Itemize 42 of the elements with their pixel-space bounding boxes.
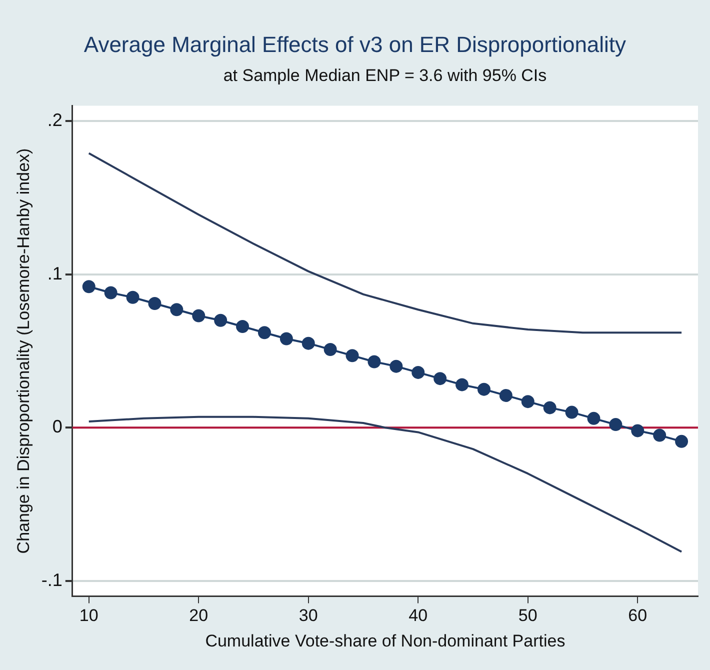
point — [543, 401, 556, 414]
point — [390, 360, 403, 373]
point — [324, 342, 337, 356]
chart-subtitle: at Sample Median ENP = 3.6 with 95% CIs — [222, 66, 548, 86]
point — [82, 280, 96, 294]
point — [521, 395, 534, 408]
point — [609, 418, 622, 432]
point — [477, 382, 490, 396]
point — [499, 388, 512, 402]
x-tick-label: 10 — [79, 606, 98, 626]
point — [214, 314, 228, 327]
point — [675, 434, 688, 448]
point — [280, 332, 293, 346]
point — [346, 349, 359, 362]
point — [456, 378, 469, 392]
x-tick-label: 30 — [298, 606, 318, 626]
chart-title: Average Marginal Effects of v3 on ER Disproportionality — [82, 32, 628, 58]
x-tick-label: 20 — [189, 606, 208, 626]
point — [434, 372, 447, 386]
x-axis-title: Cumulative Vote-share of Non-dominant Parties — [205, 631, 566, 650]
point — [412, 366, 425, 379]
point — [302, 336, 315, 350]
x-tick-label: 40 — [408, 606, 428, 626]
point — [126, 290, 140, 304]
point — [236, 320, 250, 333]
x-tick-label: 60 — [628, 606, 648, 626]
point — [104, 286, 118, 300]
x-tick-label: 50 — [518, 606, 538, 626]
point — [565, 406, 578, 419]
point — [368, 355, 381, 368]
point — [631, 424, 644, 438]
point — [192, 309, 206, 322]
y-axis-title: Change in Disproportionality (Losemore-Hanby index) — [14, 148, 33, 554]
point — [170, 303, 184, 316]
y-tick-label: 0 — [52, 416, 62, 437]
y-tick-label: .2 — [47, 110, 62, 130]
y-tick-label: -.1 — [41, 570, 62, 590]
point — [653, 428, 666, 442]
point — [587, 412, 600, 425]
y-tick-label: .1 — [47, 263, 62, 284]
point — [258, 326, 271, 340]
point — [148, 296, 162, 310]
